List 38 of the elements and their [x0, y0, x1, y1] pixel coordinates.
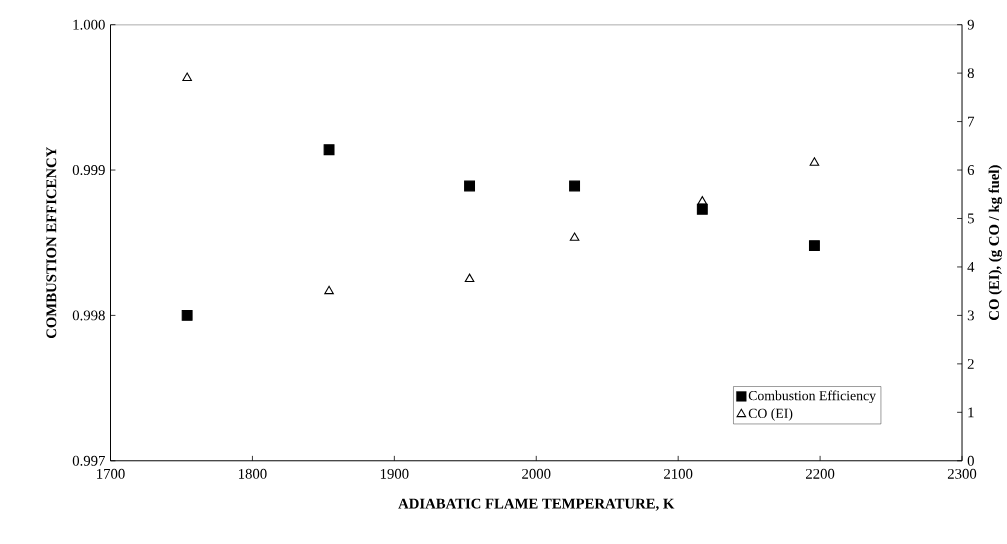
y2-tick-label: 4 [967, 262, 975, 272]
x-tick-label: 1900 [380, 469, 409, 479]
point [696, 204, 708, 215]
y2-axis-title: CO (EI), (g CO / kg fuel) [988, 165, 1003, 321]
y2-tick-label: 9 [967, 19, 974, 30]
legend-label: CO (EI) [748, 408, 793, 421]
point [569, 232, 580, 242]
x-tick-label: 1700 [97, 469, 125, 479]
point [464, 273, 475, 283]
x-tick-label: 2300 [947, 469, 977, 479]
legend-label: Combustion Efficiency [748, 390, 876, 404]
point [182, 72, 192, 82]
point [464, 180, 476, 192]
y-tick-label: 1.000 [73, 19, 105, 30]
x-tick-label: 1800 [238, 469, 267, 479]
point [808, 240, 820, 252]
y2-tick-label: 8 [967, 68, 974, 79]
point [809, 157, 820, 166]
x-tick-label: 2200 [806, 469, 835, 479]
x-tick-label: 2000 [522, 469, 551, 479]
y2-tick-label: 6 [967, 165, 975, 176]
x-tick-label: 2100 [664, 469, 693, 479]
point [569, 180, 581, 192]
point [323, 144, 335, 156]
y2-tick-label: 3 [967, 310, 974, 321]
x-axis-title: ADIABATIC FLAME TEMPERATURE, K [398, 498, 675, 511]
y2-tick-label: 2 [967, 359, 974, 369]
y2-tick-label: 1 [968, 407, 974, 418]
y-tick-label: 0.998 [72, 310, 105, 321]
y2-tick-label: 0 [967, 455, 974, 466]
point [324, 285, 334, 295]
y-tick-label: 0.997 [72, 455, 105, 466]
y2-tick-label: 5 [967, 213, 974, 224]
point [181, 310, 193, 322]
y2-tick-label: 7 [968, 116, 975, 127]
point [697, 196, 708, 205]
y-tick-label: 0.999 [72, 165, 105, 176]
y-axis-title: COMBUSTION EFFICENCY [46, 147, 57, 339]
